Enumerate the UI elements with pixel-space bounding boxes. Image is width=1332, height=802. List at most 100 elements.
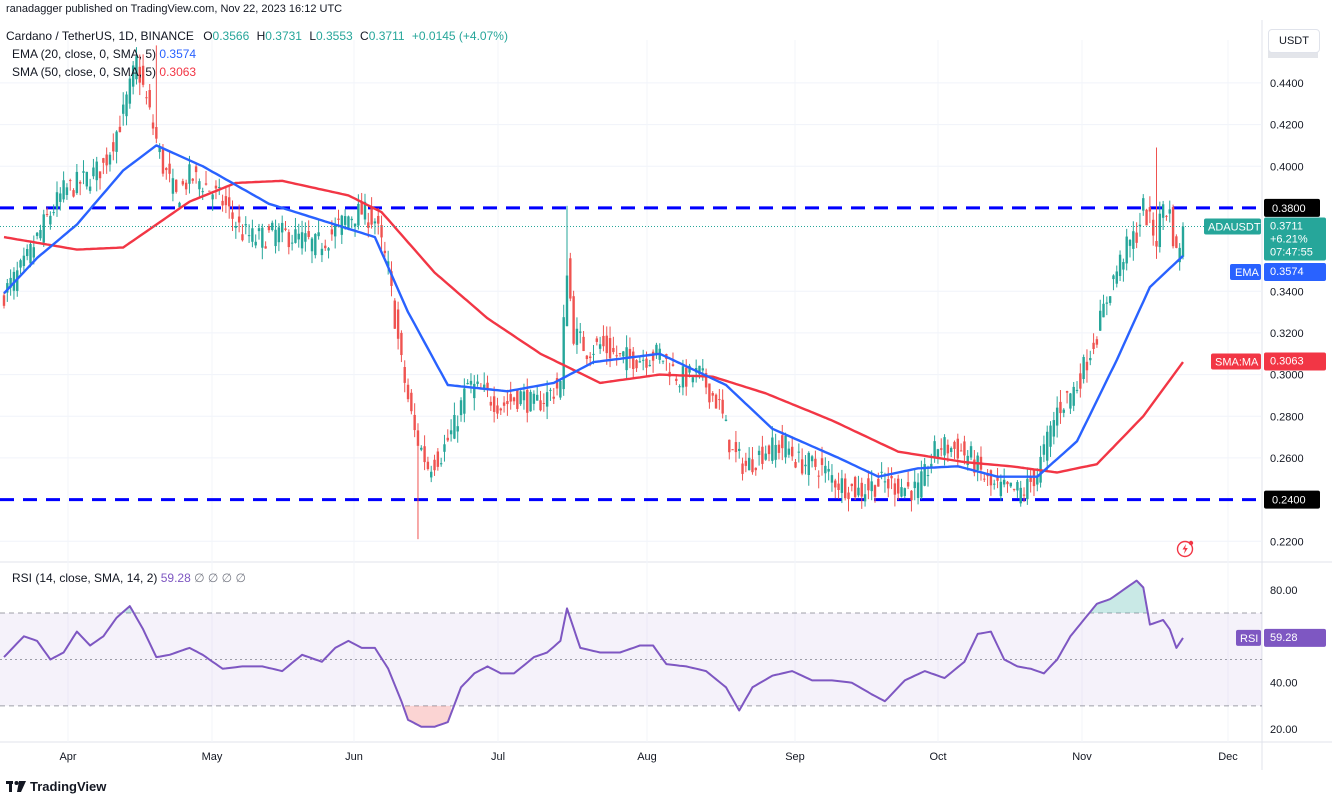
sma-line — [3, 179, 1184, 474]
candle-body — [1036, 475, 1039, 485]
candle-body — [741, 463, 744, 474]
currency-button[interactable]: USDT — [1268, 29, 1320, 53]
candle-body — [906, 482, 910, 487]
candle-body — [983, 478, 986, 480]
candle-body — [814, 458, 817, 467]
candle-body — [638, 361, 642, 363]
candle-body — [261, 227, 264, 248]
candle-body — [42, 214, 45, 243]
candle-body — [1012, 488, 1016, 490]
candle-body — [214, 185, 218, 189]
ema-legend[interactable]: EMA (20, close, 0, SMA, 5) 0.3574 — [12, 47, 196, 61]
high-label: H — [256, 29, 266, 43]
time-tick-label: Jun — [345, 751, 363, 763]
candle-body — [476, 381, 479, 384]
candle-body — [224, 196, 228, 206]
rsi-tick-label: 40.00 — [1270, 678, 1298, 690]
candle-body — [267, 226, 271, 231]
candle-body — [506, 401, 509, 405]
candle-body — [526, 389, 529, 413]
tradingview-logo[interactable]: TradingView — [6, 779, 106, 794]
candle-body — [1175, 236, 1178, 248]
candle-body — [655, 344, 658, 354]
candle-body — [678, 386, 681, 388]
candle-body — [148, 90, 151, 108]
candle-body — [1165, 215, 1168, 217]
candle-body — [297, 233, 300, 240]
candle-body — [1148, 207, 1152, 212]
candle-body — [2, 295, 6, 306]
candle-body — [69, 180, 72, 182]
candle-body — [430, 471, 433, 478]
sma-tag-text: 0.3063 — [1270, 355, 1304, 367]
candle-body — [251, 228, 254, 242]
candle-body — [532, 393, 536, 404]
candle-body — [519, 391, 522, 405]
symbol-title[interactable]: Cardano / TetherUS, 1D, BINANCE — [6, 29, 194, 43]
candle-body — [62, 180, 65, 200]
candle-body — [843, 478, 847, 499]
candle-body — [1055, 407, 1059, 426]
price-axis: 0.4400 0.4200 0.4000 0.3400 0.3200 0.3000 0.28… — [59, 50, 1318, 763]
flash-icon[interactable] — [1176, 538, 1196, 558]
candle-body — [244, 224, 247, 226]
candle-body — [635, 360, 638, 369]
candle-body — [115, 131, 118, 152]
candle-body — [426, 461, 430, 470]
price-tag: 0.3711+6.21%07:47:55 — [1264, 217, 1326, 261]
candle-body — [1108, 296, 1112, 303]
candle-body — [413, 414, 416, 431]
candle-body — [1105, 302, 1109, 304]
price-tick-label: 0.3400 — [1270, 286, 1304, 298]
price-tag-bg — [1264, 217, 1326, 261]
candle-body — [966, 455, 969, 466]
candle-body — [300, 232, 304, 249]
candle-body — [75, 171, 79, 194]
candle-body — [45, 213, 49, 215]
candle-body — [804, 464, 807, 467]
candle-body — [1032, 470, 1036, 487]
candle-body — [701, 368, 704, 371]
low-value: 0.3553 — [316, 29, 353, 43]
candle-body — [188, 164, 191, 184]
candle-body — [959, 450, 963, 452]
ema-legend-label: EMA (20, close, 0, SMA, 5) — [12, 47, 157, 61]
candle-body — [877, 478, 880, 487]
candle-body — [926, 475, 930, 477]
candle-body — [618, 353, 622, 355]
candle-body — [489, 401, 493, 406]
candle-body — [910, 490, 913, 501]
candle-body — [969, 446, 973, 458]
candle-body — [1102, 303, 1105, 318]
candle-body — [141, 65, 145, 85]
candle-body — [9, 277, 12, 288]
rsi-tag: 59.28 — [1264, 628, 1326, 647]
candle-body — [274, 229, 277, 247]
price-tick-label: 0.2200 — [1270, 536, 1304, 548]
candle-body — [125, 94, 128, 117]
candle-body — [208, 190, 211, 192]
tradingview-logo-icon — [6, 780, 26, 792]
candle-body — [1142, 198, 1145, 211]
symbol-tag-label: ADAUSDT — [1208, 221, 1261, 233]
rsi-legend[interactable]: RSI (14, close, SMA, 14, 2) 59.28 ∅ ∅ ∅ … — [12, 571, 246, 585]
candle-body — [234, 226, 238, 228]
candle-body — [949, 448, 953, 453]
candle-body — [1168, 209, 1171, 214]
candle-body — [1009, 482, 1012, 487]
candle-body — [72, 190, 75, 197]
ohlc-row: Cardano / TetherUS, 1D, BINANCE O0.3566 … — [6, 29, 508, 43]
rsi-line — [3, 579, 1184, 728]
time-tick-label: Apr — [59, 751, 76, 763]
symbol-tag — [1204, 218, 1261, 235]
candle-body — [685, 367, 688, 387]
candle-body — [158, 146, 161, 153]
sma-legend[interactable]: SMA (50, close, 0, SMA, 5) 0.3063 — [12, 65, 196, 79]
candle-body — [1135, 232, 1138, 243]
candle-body — [502, 402, 506, 406]
candle-body — [377, 215, 380, 224]
candle-body — [797, 451, 801, 453]
candle-body — [92, 167, 95, 177]
ema-name-tag — [1230, 264, 1261, 280]
